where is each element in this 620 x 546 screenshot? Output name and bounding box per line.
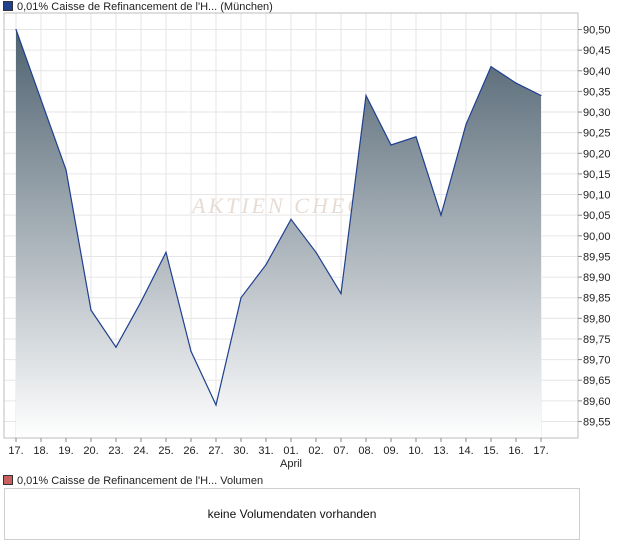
price-point [140, 301, 142, 303]
x-axis-ticks: 17. 18. 19. 20. 23. 24. 25. 26. 27. 30. 31. 01. 02. 0… [8, 438, 549, 470]
price-point [315, 251, 317, 253]
y-tick-label: 89,80 [583, 313, 611, 325]
y-tick-label: 89,60 [583, 396, 611, 408]
x-tick-label: 18. [33, 445, 48, 457]
x-tick-label: 27. [208, 445, 223, 457]
y-axis-ticks: 90,50 90,45 90,40 90,35 90,30 90,25 90,20 90,15… [578, 25, 611, 428]
price-point [540, 94, 542, 97]
price-point [290, 218, 292, 220]
x-tick-label: 13. [433, 445, 448, 457]
y-tick-label: 89,85 [583, 293, 611, 305]
x-tick-label: 23. [108, 445, 123, 457]
price-point [390, 144, 392, 146]
y-tick-label: 89,70 [583, 355, 611, 367]
x-tick-label: 16. [508, 445, 523, 457]
x-tick-label: 17. [8, 445, 23, 457]
price-line [15, 29, 542, 407]
price-point [415, 136, 417, 138]
x-month-label: April [280, 458, 302, 470]
watermark-text: AKTIEN CHECK [190, 193, 383, 218]
y-tick-label: 90,35 [583, 86, 611, 98]
x-tick-label: 17. [533, 445, 548, 457]
y-tick-label: 90,50 [583, 25, 611, 37]
price-point [340, 293, 342, 295]
volume-panel: keine Volumendaten vorhanden [4, 488, 580, 540]
price-area-fill [16, 29, 541, 438]
watermark: AKTIEN CHECK [190, 193, 383, 218]
price-point [90, 309, 92, 311]
x-tick-label: 30. [233, 445, 248, 457]
x-tick-label: 02. [308, 445, 323, 457]
legend-volume-label: 0,01% Caisse de Refinancement de l'H... … [17, 475, 264, 487]
price-point [465, 123, 467, 125]
price-point [265, 264, 267, 266]
y-tick-label: 90,25 [583, 128, 611, 140]
price-point [440, 214, 442, 216]
price-point [165, 251, 167, 253]
price-point [515, 82, 517, 84]
x-tick-label: 24. [133, 445, 148, 457]
price-point [240, 297, 242, 299]
price-point [40, 99, 42, 101]
x-tick-label: 26. [183, 445, 198, 457]
price-chart: AKTIEN CHECK 90,5090,4590,4090,3590,3090… [3, 12, 611, 470]
x-tick-label: 25. [158, 445, 173, 457]
x-tick-label: 20. [83, 445, 98, 457]
price-point [215, 404, 217, 406]
x-tick-label: 01. [283, 445, 298, 457]
x-tick-label: 19. [58, 445, 73, 457]
price-area [15, 28, 542, 438]
price-point [15, 28, 17, 31]
y-tick-label: 90,05 [583, 210, 611, 222]
y-tick-label: 90,15 [583, 169, 611, 181]
x-tick-label: 07. [333, 445, 348, 457]
legend-volume: 0,01% Caisse de Refinancement de l'H... … [3, 474, 263, 488]
legend-price: 0,01% Caisse de Refinancement de l'H... … [3, 0, 273, 14]
legend-volume-swatch [3, 475, 13, 485]
price-point [65, 169, 67, 171]
y-tick-label: 89,65 [583, 375, 611, 387]
y-tick-label: 90,10 [583, 190, 611, 202]
y-tick-label: 90,40 [583, 66, 611, 78]
y-tick-label: 89,90 [583, 272, 611, 284]
price-point [190, 350, 192, 352]
legend-price-label: 0,01% Caisse de Refinancement de l'H... … [17, 1, 273, 13]
y-tick-label: 89,75 [583, 334, 611, 346]
x-tick-label: 31. [258, 445, 273, 457]
y-tick-label: 90,20 [583, 148, 611, 160]
x-tick-label: 15. [483, 445, 498, 457]
x-tick-label: 09. [383, 445, 398, 457]
y-tick-label: 89,55 [583, 416, 611, 428]
y-tick-label: 89,95 [583, 251, 611, 263]
x-tick-label: 08. [358, 445, 373, 457]
x-tick-label: 14. [458, 445, 473, 457]
price-point [365, 94, 367, 97]
price-point [115, 346, 117, 348]
y-tick-label: 90,45 [583, 45, 611, 57]
legend-price-swatch [3, 1, 13, 11]
price-point [490, 66, 492, 68]
volume-empty-message: keine Volumendaten vorhanden [207, 507, 377, 521]
y-tick-label: 90,00 [583, 231, 611, 243]
x-tick-label: 10. [408, 445, 423, 457]
y-tick-label: 90,30 [583, 107, 611, 119]
